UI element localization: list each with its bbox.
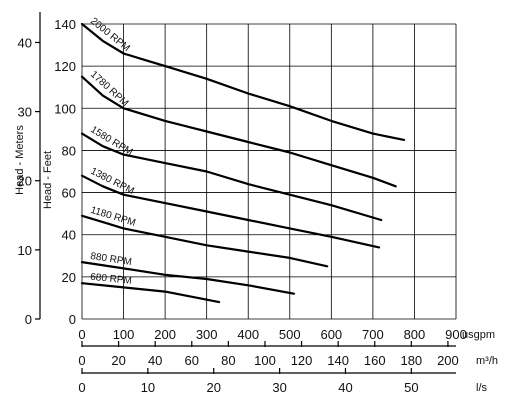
y-feet-tick-label: 60 xyxy=(62,186,76,201)
x-tick-label: 20 xyxy=(111,353,125,368)
x-tick-label: 120 xyxy=(291,353,313,368)
curve-880-rpm xyxy=(80,261,295,295)
x-tick-label: 200 xyxy=(437,353,459,368)
x-tick-label: 200 xyxy=(154,327,176,342)
x-tick-label: 100 xyxy=(113,327,135,342)
x-tick-label: 100 xyxy=(254,353,276,368)
x-tick-label: 500 xyxy=(279,327,301,342)
x-tick-label: 0 xyxy=(78,327,85,342)
x-tick-label: 0 xyxy=(78,380,85,395)
x-tick-label: 160 xyxy=(364,353,386,368)
y-feet-tick-label: 100 xyxy=(54,101,76,116)
y-feet-tick-label: 20 xyxy=(62,270,76,285)
grid xyxy=(81,23,457,320)
y-feet-tick-label: 40 xyxy=(62,228,76,243)
x-tick-label: 80 xyxy=(221,353,235,368)
x-tick-label: 300 xyxy=(196,327,218,342)
x-tick-label: 700 xyxy=(362,327,384,342)
x-tick-label: 30 xyxy=(272,380,286,395)
x-tick-label: 900 xyxy=(445,327,467,342)
y-meters-tick-label: 10 xyxy=(18,243,32,258)
y-axis-title-feet: Head - Feet xyxy=(42,151,54,209)
y-meters-tick-label: 0 xyxy=(25,312,32,327)
x-tick-label: 140 xyxy=(327,353,349,368)
y-meters-tick-label: 40 xyxy=(18,35,32,50)
y-feet-tick-label: 140 xyxy=(54,17,76,32)
x-tick-label: 180 xyxy=(400,353,422,368)
curve-1780-rpm xyxy=(80,75,397,188)
curve-680-rpm xyxy=(80,282,221,304)
y-feet-tick-label: 0 xyxy=(69,312,76,327)
x-unit-label: l/s xyxy=(476,382,488,394)
x-tick-label: 40 xyxy=(338,380,352,395)
x-tick-label: 40 xyxy=(148,353,162,368)
curve-2000-rpm xyxy=(80,22,406,141)
x-tick-label: 0 xyxy=(78,353,85,368)
x-tick-label: 60 xyxy=(185,353,199,368)
x-tick-label: 50 xyxy=(404,380,418,395)
x-tick-label: 400 xyxy=(237,327,259,342)
curve-label: 680 RPM xyxy=(90,272,133,287)
y-axis-title-meters: Head - Meters xyxy=(14,125,26,195)
y-meters-tick-label: 30 xyxy=(18,105,32,120)
y-meters-tick-label: 20 xyxy=(18,174,32,189)
curve-1180-rpm xyxy=(80,214,329,268)
x-unit-label: m³/h xyxy=(476,355,498,367)
x-unit-label: usgpm xyxy=(462,329,495,341)
y-feet-tick-label: 80 xyxy=(62,143,76,158)
x-tick-label: 20 xyxy=(206,380,220,395)
x-tick-label: 10 xyxy=(141,380,155,395)
x-tick-label: 600 xyxy=(320,327,342,342)
curve-1380-rpm xyxy=(80,174,381,249)
y-feet-tick-label: 120 xyxy=(54,59,76,74)
x-tick-label: 800 xyxy=(404,327,426,342)
curve-1580-rpm xyxy=(80,132,383,222)
curves xyxy=(80,22,406,304)
